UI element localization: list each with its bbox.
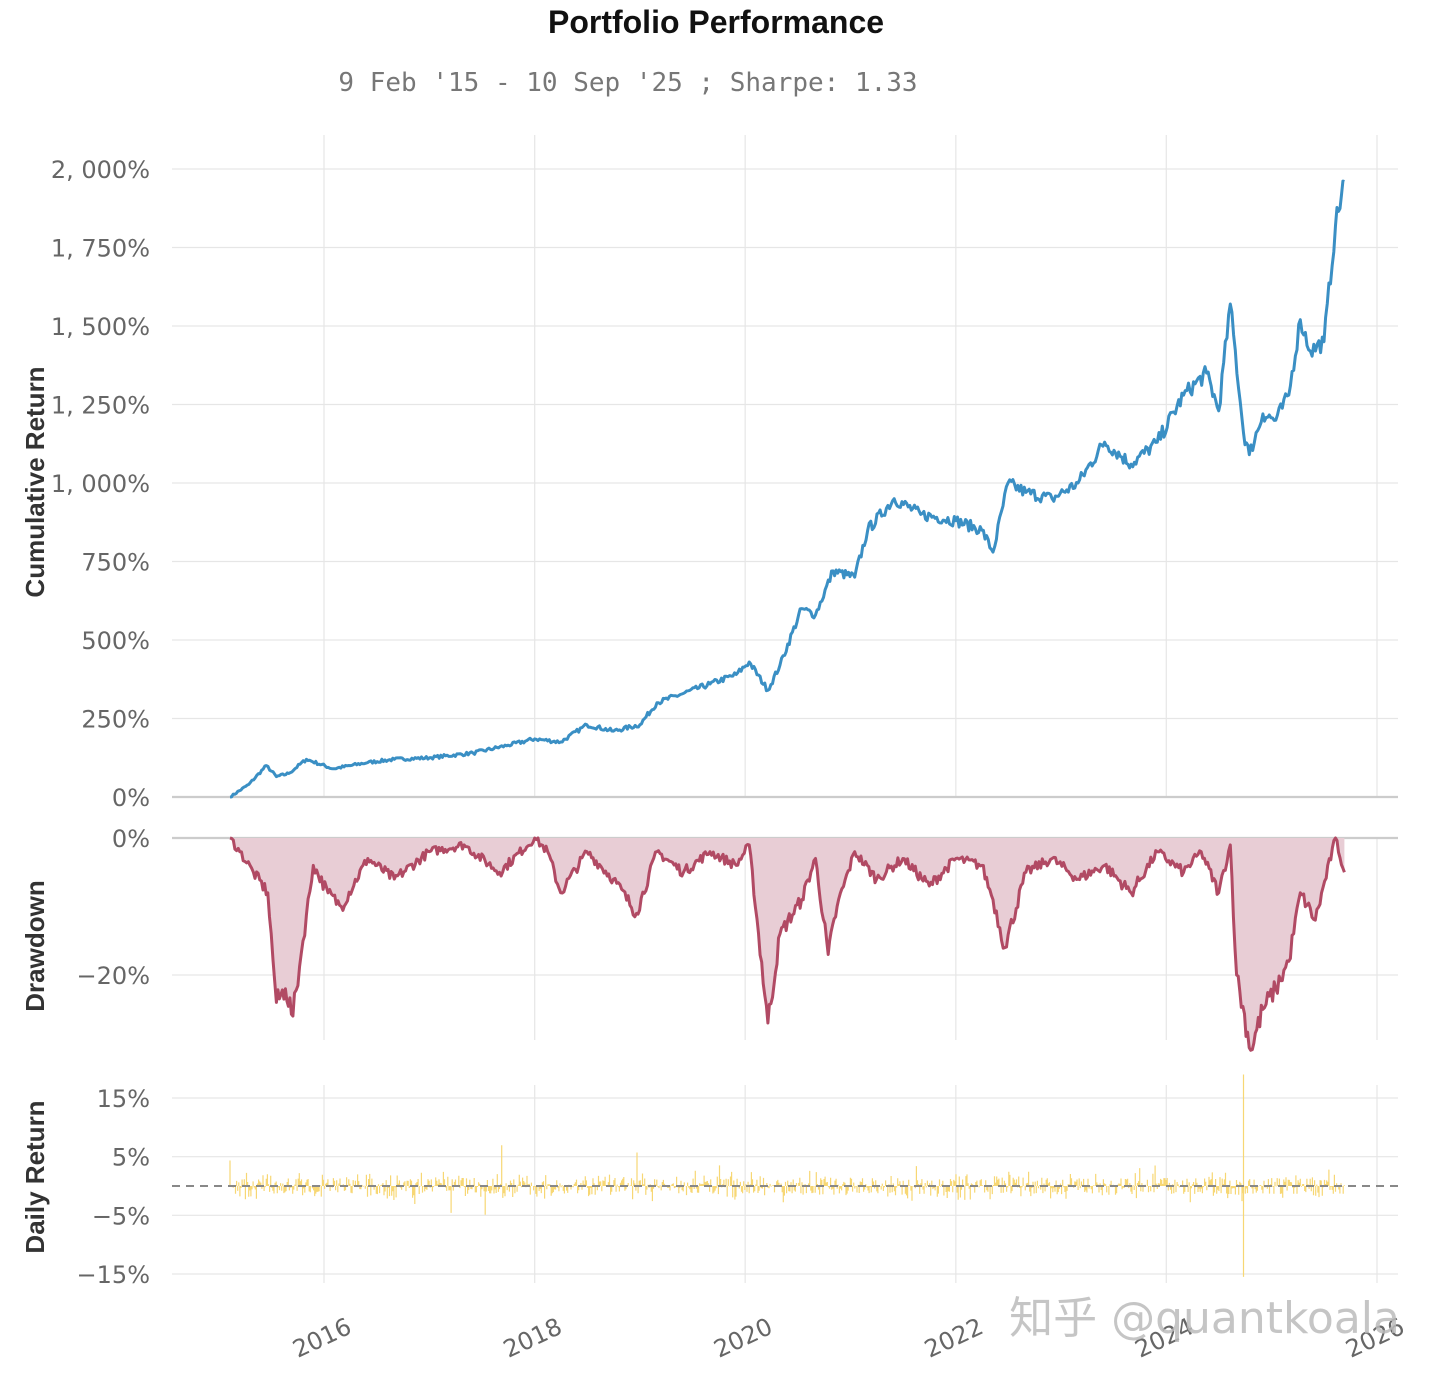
y-tick-label: 2, 000%: [51, 156, 150, 184]
x-tick-label: 2022: [920, 1312, 987, 1363]
y-tick-label: 750%: [81, 549, 150, 577]
drawdown-line: [229, 836, 1346, 1052]
y-tick-label: 1, 500%: [51, 313, 150, 341]
daily-return-bars: [229, 1074, 1345, 1277]
chart-subtitle: 9 Feb '15 - 10 Sep '25 ; Sharpe: 1.33: [338, 68, 917, 98]
y-tick-label: −15%: [77, 1261, 150, 1289]
cumulative-return-line: [229, 179, 1345, 799]
chart-title: Portfolio Performance: [548, 4, 884, 40]
y-tick-label: 0%: [112, 784, 150, 812]
x-tick-label: 2018: [499, 1312, 566, 1363]
grid-layer: [172, 135, 1398, 1283]
y-tick-label: 5%: [112, 1144, 150, 1172]
y-tick-label: −5%: [92, 1202, 150, 1230]
y-tick-label: 1, 250%: [51, 392, 150, 420]
watermark-text: 知乎 @quantkoala: [1009, 1293, 1400, 1344]
x-tick-label: 2020: [710, 1312, 777, 1363]
x-tick-label: 2016: [288, 1312, 355, 1363]
data-layer: [172, 179, 1398, 1277]
y-tick-label: 1, 000%: [51, 470, 150, 498]
y-tick-label: 250%: [81, 706, 150, 734]
y-tick-label: 1, 750%: [51, 235, 150, 263]
y-tick-label: 15%: [97, 1085, 150, 1113]
y-tick-label: 500%: [81, 627, 150, 655]
y-tick-label: −20%: [77, 962, 150, 990]
ylabel-drawdown: Drawdown: [20, 880, 50, 1011]
y-tick-label: 0%: [112, 825, 150, 853]
ylabel-daily-return: Daily Return: [20, 1100, 50, 1253]
drawdown-area: [230, 838, 1345, 1051]
ylabel-cumulative: Cumulative Return: [20, 366, 50, 597]
